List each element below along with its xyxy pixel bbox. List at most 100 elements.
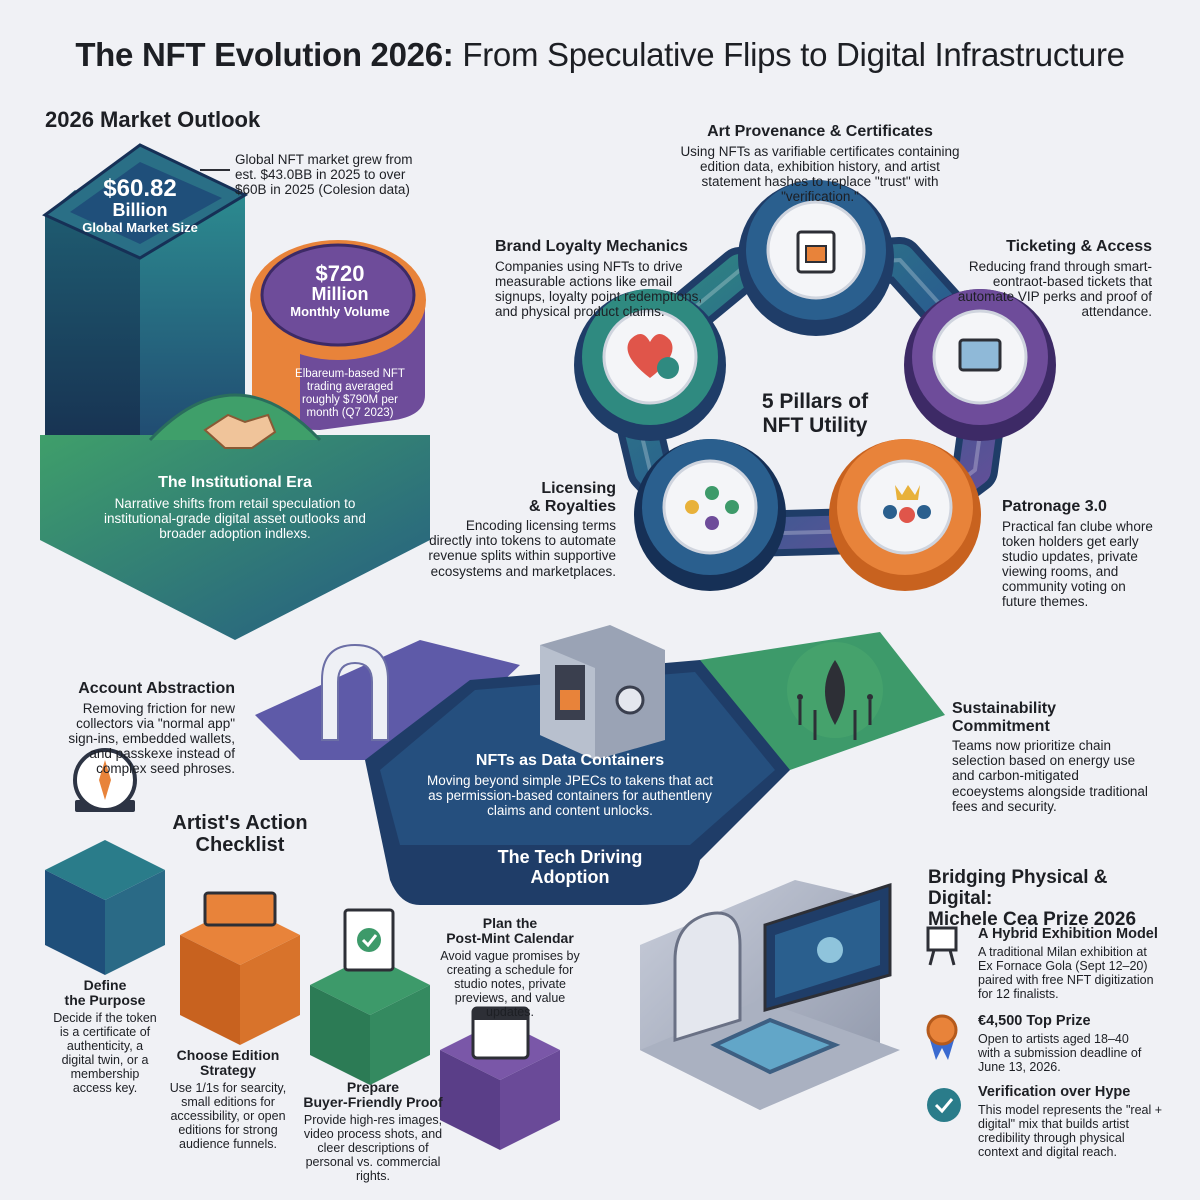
pillar-licensing-text: Encoding licensing terms directly into t… <box>428 518 616 579</box>
step-proof-title-line2: Buyer-Friendly Proof <box>303 1094 443 1111</box>
ticket-icon <box>203 891 277 927</box>
tech-data-text: Moving beyond simple JPECs to takens tha… <box>427 772 713 818</box>
easel-icon <box>926 926 958 966</box>
tech-account-title: Account Abstraction <box>78 680 235 697</box>
monthly-volume-unit: Million <box>311 284 369 305</box>
pillar-loyalty-title: Brand Loyalty Mechanics <box>495 238 688 255</box>
pillars-center-line1: 5 Pillars of <box>761 390 869 413</box>
checklist-step-calendar: Plan the Post-Mint Calendar Avoid vague … <box>430 915 590 1019</box>
pillar-ticketing-title: Ticketing & Access <box>1006 238 1152 255</box>
bridge-top-prize: €4,500 Top Prize Open to artists aged 18… <box>978 1013 1148 1074</box>
heart-plus-icon <box>627 333 679 379</box>
bridge-heading-line1: Bridging Physical & Digital: <box>928 867 1108 909</box>
bridge-prize-title: €4,500 Top Prize <box>978 1013 1091 1029</box>
checklist-heading-line2: Checklist <box>195 834 285 856</box>
tech-sustain-title: Sustainability Commitment <box>952 700 1057 735</box>
pillar-loyalty-text: Companies using NFTs to drive measurable… <box>495 258 703 319</box>
checklist-heading: Artist's Action Checklist <box>160 812 320 856</box>
pillars-center-label: 5 Pillars of NFT Utility <box>735 390 895 438</box>
pillar-licensing-title-line2: & Royalties <box>528 497 616 515</box>
tech-footer-line1: The Tech Driving <box>497 847 643 867</box>
pillar-loyalty: Brand Loyalty Mechanics Companies using … <box>495 238 715 319</box>
bridge-hybrid-title: A Hybrid Exhibition Model <box>978 926 1158 942</box>
institutional-era-text: Narrative shifts from retail speculation… <box>104 495 366 541</box>
pillar-ticketing-text: Reducing frand through smart-eontraot-ba… <box>957 258 1152 319</box>
pillar-node-licensing <box>634 439 786 591</box>
monthly-volume-label: Monthly Volume <box>290 303 390 319</box>
tech-account-abstraction: Account Abstraction Removing friction fo… <box>55 680 235 776</box>
bridge-verification-title: Verification over Hype <box>978 1084 1131 1100</box>
pillar-licensing-title-line1: Licensing <box>541 480 616 497</box>
coins-network-icon <box>685 486 739 530</box>
verified-icon <box>927 1088 961 1122</box>
cube-define <box>45 840 165 975</box>
leaf-circuit-icon <box>787 642 883 740</box>
global-market-block: $60.82 Billion Global Market Size <box>80 176 200 235</box>
crown-people-icon <box>883 485 931 523</box>
bridge-verification-text: This model represents the "real + digita… <box>978 1102 1163 1159</box>
pillar-patronage-title: Patronage 3.0 <box>1002 498 1107 515</box>
step-define-title-line2: the Purpose <box>64 992 146 1009</box>
tech-footer-label: The Tech Driving Adoption <box>480 847 660 888</box>
step-edition-text: Use 1/1s for searcity, small editions fo… <box>169 1080 287 1151</box>
checklist-step-edition: Choose Edition Strategy Use 1/1s for sea… <box>163 1047 293 1151</box>
step-calendar-text: Avoid vague promises by creating a sched… <box>440 948 580 1019</box>
global-market-unit: Billion <box>112 200 168 221</box>
handshake-icon <box>203 413 277 449</box>
document-check-icon <box>343 908 395 972</box>
calendar-icon <box>471 1006 530 1060</box>
arch-icon <box>321 643 389 741</box>
global-market-value: $60.82 <box>103 175 177 202</box>
step-proof-text: Provide high-res images, video process s… <box>303 1112 443 1183</box>
gallery-room <box>640 880 900 1110</box>
monthly-cylinder <box>250 240 426 430</box>
bridge-hybrid-model: A Hybrid Exhibition Model A traditional … <box>978 926 1163 1001</box>
step-define-text: Decide if the token is a certificate of … <box>53 1010 157 1095</box>
checklist-heading-line1: Artist's Action <box>172 812 308 834</box>
pillar-provenance-text: Using NFTs as varifiable certificates co… <box>680 143 960 204</box>
institutional-era-block: The Institutional Era Narrative shifts f… <box>60 474 410 541</box>
bridge-heading-line2: Michele Cea Prize 2026 <box>928 908 1137 930</box>
bridge-hybrid-text: A traditional Milan exhibition at Ex For… <box>978 944 1154 1001</box>
monthly-volume-value: $720 <box>315 261 365 286</box>
pillar-patronage-text: Practical fan clube whore token holders … <box>1002 518 1153 610</box>
page-title-rest: From Speculative Flips to Digital Infras… <box>462 36 1125 73</box>
cube-proof <box>310 955 430 1085</box>
tech-data-containers: NFTs as Data Containers Moving beyond si… <box>420 752 720 818</box>
tech-account-text: Removing friction for new collectors via… <box>68 700 235 777</box>
market-outlook-heading: 2026 Market Outlook <box>45 107 261 132</box>
pillar-licensing: Licensing & Royalties Encoding licensing… <box>420 480 616 579</box>
pillars-center-line2: NFT Utility <box>762 414 868 437</box>
scroll-lock-icon <box>796 230 836 274</box>
safe-icon <box>540 625 665 760</box>
bridge-heading: Bridging Physical & Digital: Michele Cea… <box>928 867 1168 931</box>
step-proof-title-line1: Prepare <box>346 1079 400 1095</box>
step-calendar-title-line1: Plan the <box>482 915 538 931</box>
institutional-era-title: The Institutional Era <box>158 474 312 491</box>
tech-sustain-text: Teams now prioritize chain selection bas… <box>952 738 1148 814</box>
compass-icon <box>73 748 137 812</box>
pillar-provenance: Art Provenance & Certificates Using NFTs… <box>680 123 960 204</box>
monthly-volume-block: $720 Million Monthly Volume <box>280 262 400 319</box>
tech-data-title: NFTs as Data Containers <box>475 752 665 769</box>
checklist-step-define: Define the Purpose Decide if the token i… <box>50 977 160 1095</box>
tech-footer-line2: Adoption <box>530 866 610 887</box>
pillar-ticketing: Ticketing & Access Reducing frand throug… <box>950 238 1152 319</box>
step-define-title-line1: Define <box>83 977 127 993</box>
step-calendar-title-line2: Post-Mint Calendar <box>446 930 574 947</box>
pillar-patronage: Patronage 3.0 Practical fan clube whore … <box>1002 498 1162 609</box>
ticket-stub-icon <box>958 338 1002 372</box>
cube-calendar <box>440 1020 560 1150</box>
medal-icon <box>926 1014 958 1060</box>
checklist-step-proof: Prepare Buyer-Friendly Proof Provide hig… <box>293 1079 453 1183</box>
page-title-bold: The NFT Evolution 2026: <box>75 36 454 73</box>
bridge-verification: Verification over Hype This model repres… <box>978 1084 1163 1159</box>
bridge-prize-text: Open to artists aged 18–40 with a submis… <box>978 1031 1142 1074</box>
global-market-note: Global NFT market grew from est. $43.0BB… <box>235 152 413 198</box>
pillar-provenance-title: Art Provenance & Certificates <box>707 123 933 140</box>
global-market-label: Global Market Size <box>82 220 198 236</box>
page-title: The NFT Evolution 2026: From Speculative… <box>0 36 1200 74</box>
tech-sustainability: Sustainability Commitment Teams now prio… <box>952 700 1152 814</box>
monthly-volume-note: Elbareum-based NFT trading averaged roug… <box>295 368 405 419</box>
